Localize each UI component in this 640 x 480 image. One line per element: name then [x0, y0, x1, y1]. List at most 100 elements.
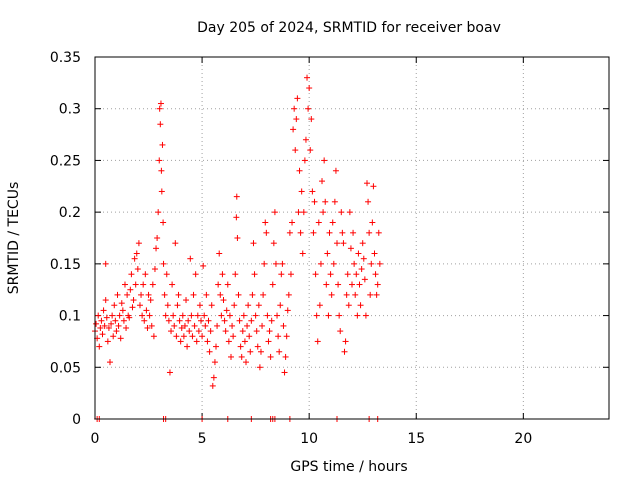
data-point: [150, 333, 157, 340]
data-point: [121, 281, 128, 288]
data-point: [261, 260, 268, 267]
data-point: [372, 271, 379, 278]
data-point: [291, 105, 298, 112]
data-point: [359, 240, 366, 247]
data-point: [366, 229, 373, 236]
data-point: [131, 255, 138, 262]
data-point: [245, 302, 252, 309]
data-point: [324, 250, 331, 257]
data-point: [120, 317, 127, 324]
data-point: [266, 328, 273, 335]
data-points: [92, 74, 383, 422]
data-point: [262, 219, 269, 226]
data-point: [365, 198, 372, 205]
data-point: [325, 312, 332, 319]
data-point: [169, 281, 176, 288]
data-point: [145, 291, 152, 298]
data-point: [164, 302, 171, 309]
data-point: [156, 157, 163, 164]
plot-frame: [94, 56, 610, 420]
data-point: [123, 324, 130, 331]
data-point: [207, 328, 214, 335]
data-point: [250, 240, 257, 247]
data-point: [156, 105, 163, 112]
y-tick-label: 0.05: [50, 360, 81, 376]
data-point: [235, 291, 242, 298]
data-point: [322, 198, 329, 205]
data-point: [283, 333, 290, 340]
tick-labels: 0 0.05 0.1 0.15 0.2 0.25 0.3 0.35 0 5 10 15 20: [50, 50, 532, 447]
data-point: [149, 281, 156, 288]
data-point: [239, 328, 246, 335]
data-point: [118, 300, 125, 307]
data-point: [206, 348, 213, 355]
data-point: [270, 240, 277, 247]
data-point: [181, 322, 188, 329]
data-point: [148, 322, 155, 329]
data-point: [191, 322, 198, 329]
data-point: [289, 219, 296, 226]
data-point: [319, 178, 326, 185]
data-point: [332, 167, 339, 174]
data-point: [217, 291, 224, 298]
data-point: [166, 369, 173, 376]
data-point: [224, 281, 231, 288]
data-point: [362, 312, 369, 319]
data-point: [134, 266, 141, 273]
data-point: [208, 302, 215, 309]
data-point: [142, 271, 149, 278]
data-point: [226, 312, 233, 319]
data-point: [287, 271, 294, 278]
data-point: [119, 307, 126, 314]
data-point: [369, 219, 376, 226]
data-point: [173, 333, 180, 340]
data-point: [231, 302, 238, 309]
data-point: [220, 297, 227, 304]
data-point: [126, 314, 133, 321]
data-point: [146, 312, 153, 319]
data-point: [102, 297, 109, 304]
data-point: [305, 105, 312, 112]
data-point: [343, 291, 350, 298]
data-point: [315, 219, 322, 226]
data-point: [105, 324, 112, 331]
data-point: [115, 322, 122, 329]
data-point: [203, 291, 210, 298]
data-point: [177, 338, 184, 345]
data-point: [127, 286, 134, 293]
data-point: [221, 317, 228, 324]
data-point: [253, 328, 260, 335]
data-point: [101, 322, 108, 329]
data-point: [129, 304, 136, 311]
data-point: [334, 240, 341, 247]
data-point: [216, 250, 223, 257]
data-point: [183, 297, 190, 304]
data-point: [314, 338, 321, 345]
data-point: [263, 229, 270, 236]
data-point: [320, 209, 327, 216]
data-point: [353, 271, 360, 278]
data-point: [301, 157, 308, 164]
x-tick-label: 20: [514, 431, 532, 447]
data-point: [143, 307, 150, 314]
data-point: [363, 180, 370, 187]
data-point: [335, 281, 342, 288]
data-point: [265, 338, 272, 345]
data-point: [96, 343, 103, 350]
data-point: [242, 359, 249, 366]
data-point: [196, 302, 203, 309]
y-tick-label: 0: [72, 412, 81, 428]
x-tick-label: 0: [91, 431, 100, 447]
data-point: [329, 219, 336, 226]
data-point: [130, 297, 137, 304]
data-point: [375, 229, 382, 236]
data-point: [170, 312, 177, 319]
data-point: [297, 229, 304, 236]
data-point: [345, 302, 352, 309]
data-point: [171, 322, 178, 329]
data-point: [202, 322, 209, 329]
data-point: [282, 353, 289, 360]
data-point: [100, 307, 107, 314]
data-point: [163, 271, 170, 278]
